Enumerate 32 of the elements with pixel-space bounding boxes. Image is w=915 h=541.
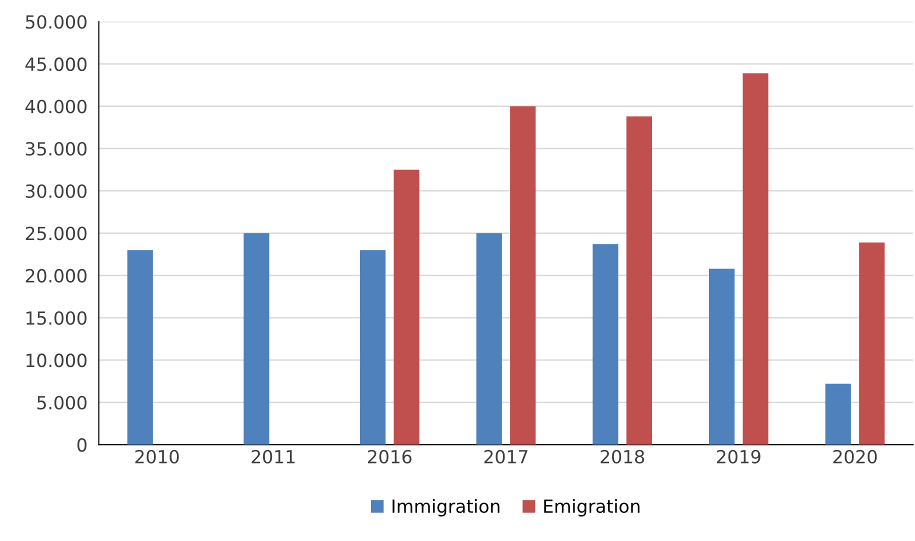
bar: [709, 268, 735, 445]
y-tick-label: 35.000: [26, 142, 87, 156]
bar: [360, 250, 386, 445]
y-tick-label: 0: [77, 438, 87, 452]
x-tick-label: 2010: [135, 450, 179, 464]
bar: [859, 242, 885, 445]
x-tick-label: 2016: [368, 450, 412, 464]
y-tick-label: 10.000: [26, 354, 87, 368]
y-tick-label: 5.000: [37, 396, 87, 410]
y-tick-label: 45.000: [25, 57, 87, 72]
bar: [394, 170, 420, 445]
x-tick-label: 2011: [252, 450, 295, 464]
x-tick-label: 2018: [600, 450, 644, 464]
y-tick-label: 15.000: [26, 311, 87, 325]
legend-label: Immigration: [392, 499, 500, 516]
bar: [476, 233, 502, 445]
x-tick-label: 2020: [833, 450, 877, 464]
bar: [127, 250, 153, 445]
y-tick-label: 30.000: [26, 184, 87, 198]
bar: [592, 244, 618, 445]
y-tick-label: 20.000: [26, 268, 87, 283]
bar: [244, 233, 270, 445]
x-tick-label: 2017: [484, 450, 528, 464]
x-tick-label: 2019: [717, 450, 760, 464]
y-tick-label: 50.000: [26, 15, 87, 29]
y-tick-label: 25.000: [26, 226, 87, 240]
bar: [626, 116, 652, 445]
y-tick-label: 40.000: [25, 100, 87, 114]
bar: [825, 384, 851, 445]
legend-label: Emigration: [544, 499, 640, 516]
bar: [742, 73, 768, 445]
bar: [510, 106, 536, 445]
